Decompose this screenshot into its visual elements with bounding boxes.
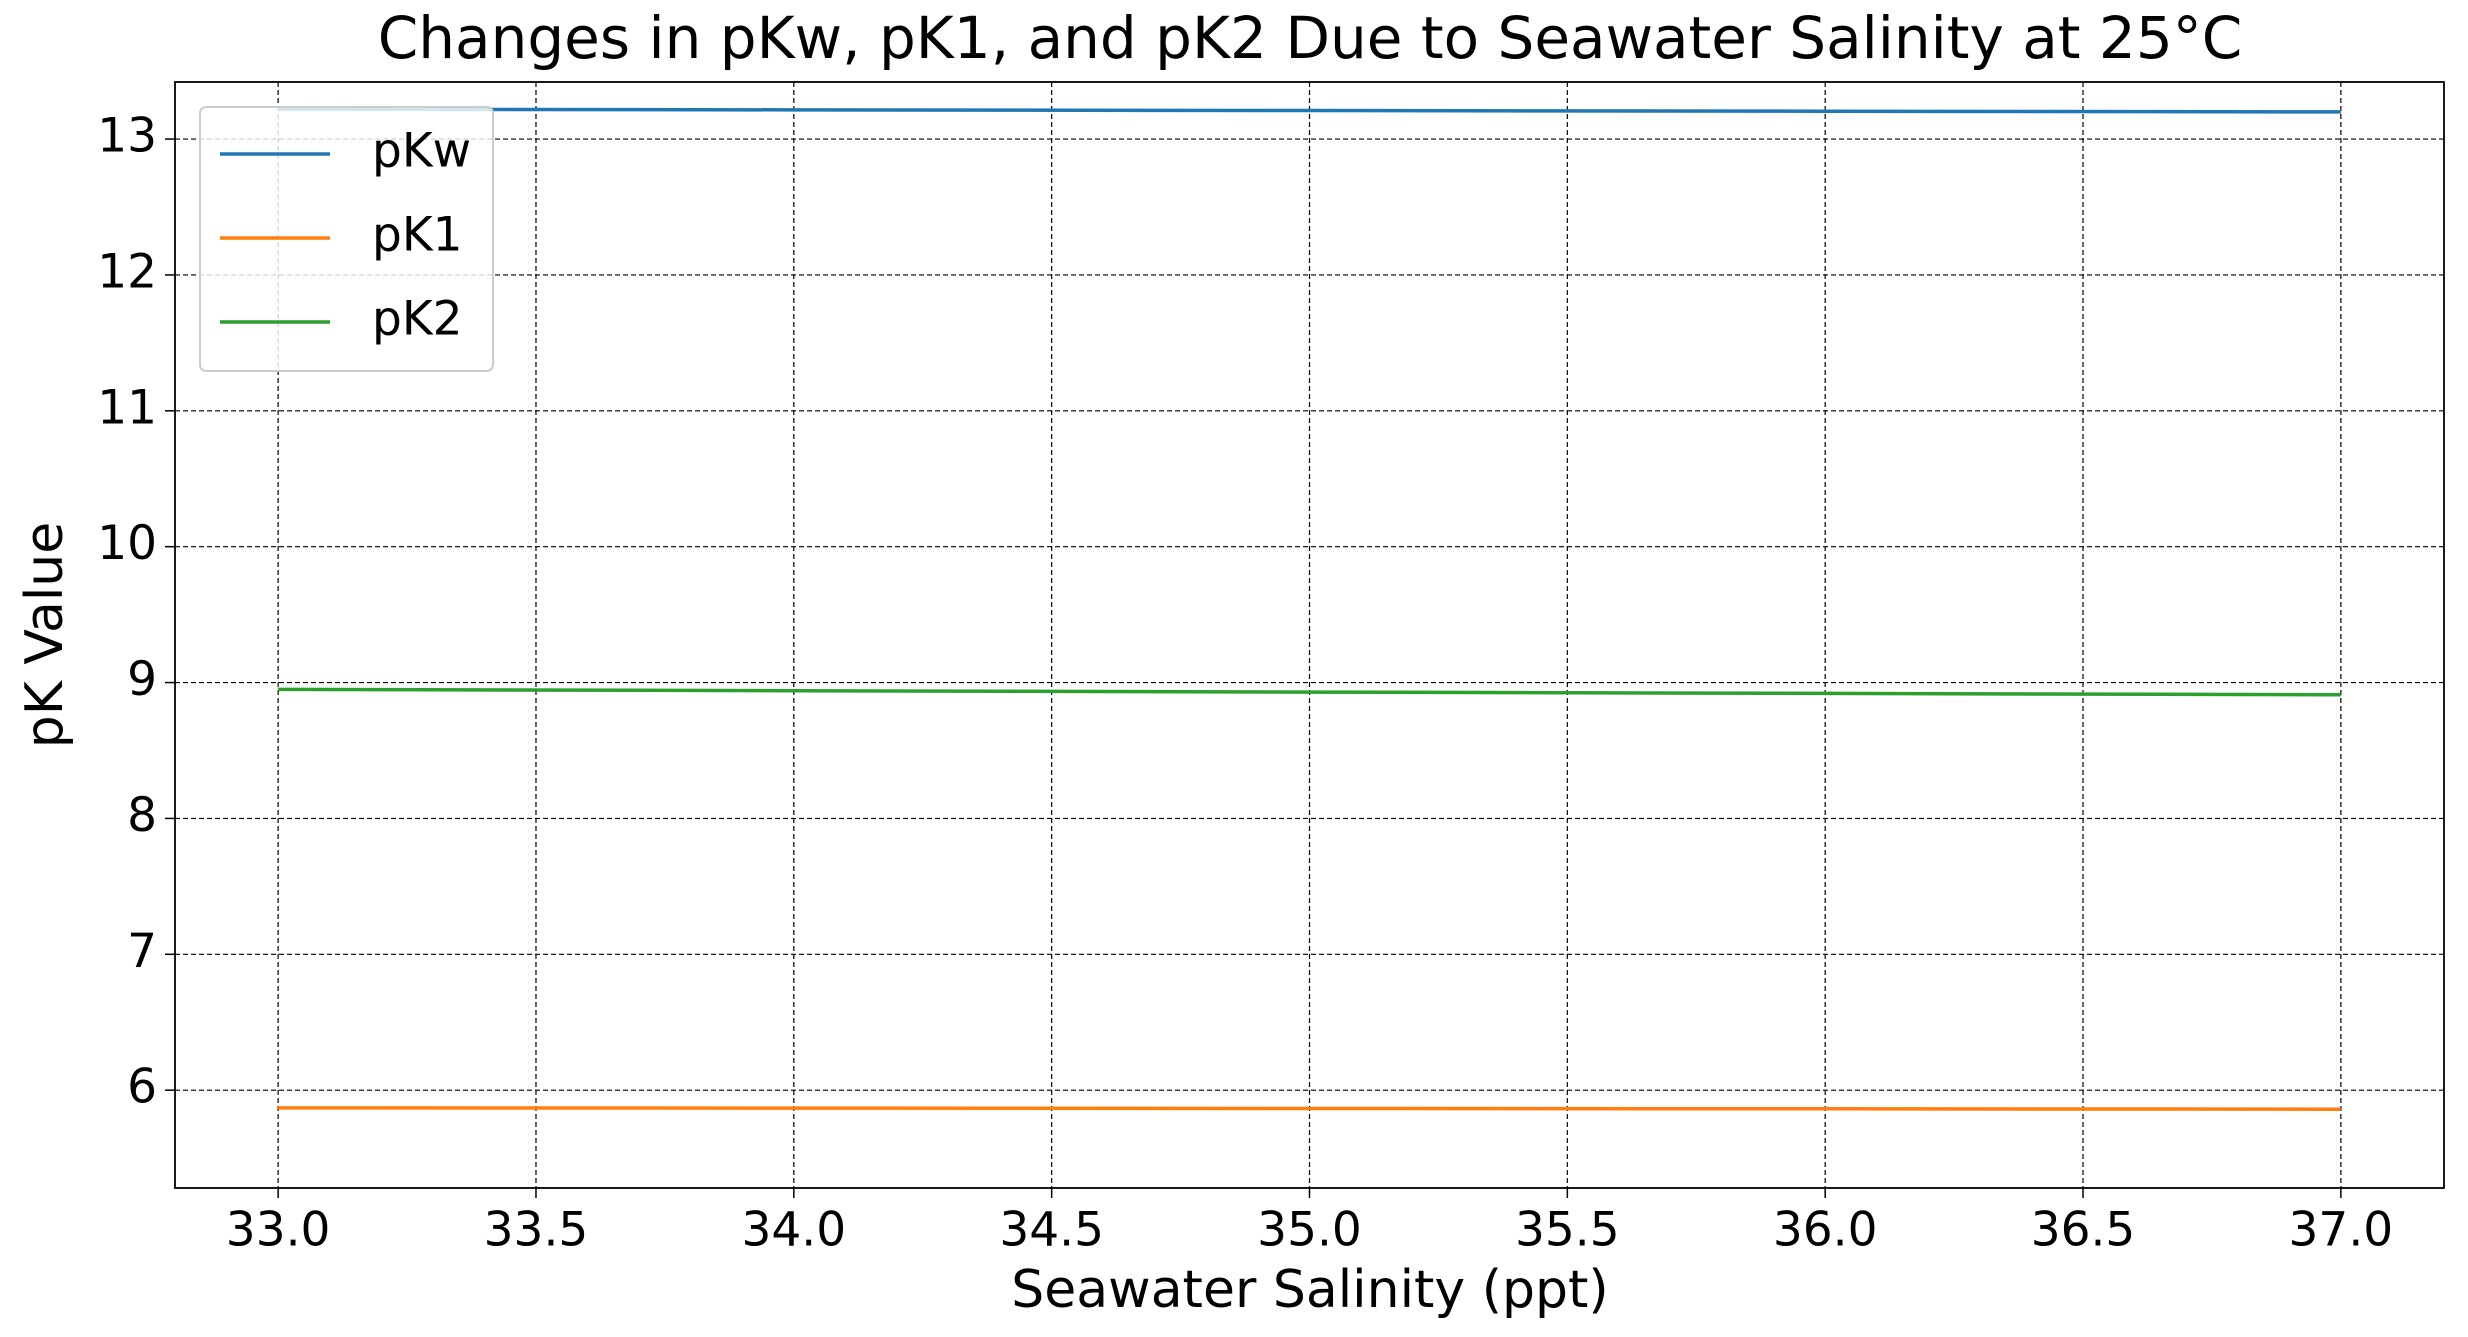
- x-tick-label: 33.0: [226, 1203, 331, 1258]
- line-series: [278, 1106, 2341, 1111]
- plot-frame: [174, 81, 2445, 1189]
- x-tick-label: 35.5: [1515, 1203, 1620, 1258]
- x-axis-label: Seawater Salinity (ppt): [1011, 1260, 1608, 1320]
- y-tick-label: 6: [127, 1060, 157, 1115]
- y-tick-label: 9: [127, 652, 157, 707]
- y-tick-label: 8: [127, 788, 157, 843]
- legend: pKw pK1 pK2: [199, 106, 494, 372]
- x-tick-label: 35.0: [1257, 1203, 1362, 1258]
- legend-label: pK1: [372, 208, 463, 263]
- x-tick-label: 36.5: [2031, 1203, 2136, 1258]
- line-series: [278, 687, 2341, 697]
- y-tick-label: 11: [97, 380, 157, 435]
- line-series: [278, 107, 2341, 114]
- legend-label: pK2: [372, 292, 463, 347]
- y-tick-label: 7: [127, 924, 157, 979]
- legend-box: [199, 106, 494, 372]
- y-tick-label: 12: [97, 244, 157, 299]
- x-tick-label: 36.0: [1773, 1203, 1878, 1258]
- y-tick-label: 13: [97, 109, 157, 164]
- x-tick-label: 34.0: [741, 1203, 846, 1258]
- y-axis-label: pK Value: [15, 522, 75, 748]
- chart-title: Changes in pKw, pK1, and pK2 Due to Seaw…: [378, 4, 2242, 72]
- x-tick-label: 37.0: [2289, 1203, 2394, 1258]
- x-tick-label: 33.5: [484, 1203, 589, 1258]
- legend-label: pKw: [372, 124, 471, 179]
- x-tick-label: 34.5: [999, 1203, 1104, 1258]
- y-tick-label: 10: [97, 516, 157, 571]
